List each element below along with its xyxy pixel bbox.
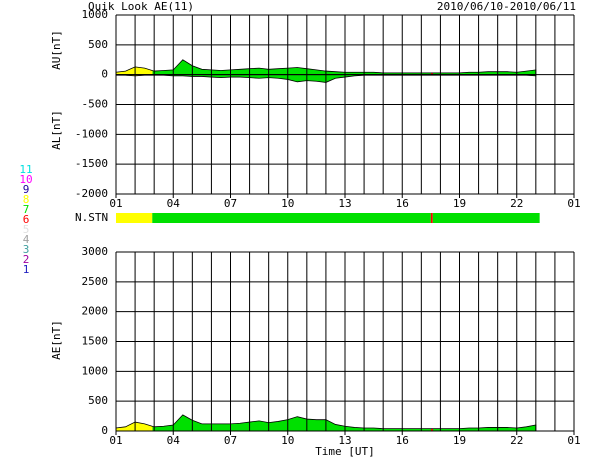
- y-tick-label: 500: [88, 394, 108, 407]
- chart-title: Quik Look AE(11): [88, 0, 194, 13]
- y-tick-label: -1000: [75, 127, 108, 140]
- x-axis-title: Time [UT]: [315, 445, 375, 458]
- y-tick-label: 2500: [82, 275, 109, 288]
- y-tick-label: 1000: [82, 8, 109, 21]
- station-legend-label: 7: [23, 203, 30, 216]
- x-tick-label: 19: [453, 434, 466, 447]
- y-tick-label: 2000: [82, 305, 109, 318]
- station-label: N.STN: [75, 211, 108, 224]
- area: [115, 59, 537, 76]
- x-tick-label: 07: [224, 197, 237, 210]
- x-tick-label: 19: [453, 197, 466, 210]
- station-legend-label: 5: [23, 223, 30, 236]
- y-tick-label: -2000: [75, 187, 108, 200]
- station-legend-label: 1: [23, 263, 30, 276]
- x-tick-label: 04: [167, 197, 181, 210]
- y-tick-label: 500: [88, 38, 108, 51]
- y-tick-label: 3000: [82, 245, 109, 258]
- x-tick-label: 01: [567, 197, 580, 210]
- x-tick-label: 01: [109, 434, 122, 447]
- x-tick-label: 10: [281, 197, 294, 210]
- x-tick-label: 22: [510, 434, 523, 447]
- x-tick-label: 13: [338, 434, 351, 447]
- y-tick-label: -1500: [75, 157, 108, 170]
- y-tick-label: 0: [101, 424, 108, 437]
- station-legend-label: 9: [23, 183, 30, 196]
- station-segment: [152, 213, 431, 223]
- station-segment: [432, 213, 540, 223]
- station-legend-label: 3: [23, 243, 30, 256]
- y-axis-title: AL[nT]: [50, 110, 63, 150]
- x-tick-label: 16: [396, 197, 409, 210]
- x-tick-label: 01: [109, 197, 122, 210]
- station-legend-label: 4: [23, 233, 30, 246]
- y-tick-label: 1000: [82, 364, 109, 377]
- station-segment: [430, 213, 433, 223]
- x-tick-label: 04: [167, 434, 181, 447]
- station-legend-label: 6: [23, 213, 30, 226]
- station-segment: [116, 213, 153, 223]
- x-tick-label: 22: [510, 197, 523, 210]
- date-range: 2010/06/10-2010/06/11: [437, 0, 576, 13]
- station-legend-label: 8: [23, 193, 30, 206]
- x-tick-label: 10: [281, 434, 294, 447]
- y-axis-title: AU[nT]: [50, 30, 63, 70]
- x-tick-label: 07: [224, 434, 237, 447]
- station-legend-label: 10: [19, 173, 32, 186]
- x-tick-label: 13: [338, 197, 351, 210]
- x-tick-label: 16: [396, 434, 409, 447]
- y-axis-title: AE[nT]: [50, 320, 63, 360]
- y-tick-label: -500: [82, 98, 109, 111]
- y-tick-label: 0: [101, 68, 108, 81]
- station-legend-label: 11: [19, 163, 32, 176]
- y-tick-label: 1500: [82, 335, 109, 348]
- station-legend-label: 2: [23, 253, 30, 266]
- x-tick-label: 01: [567, 434, 580, 447]
